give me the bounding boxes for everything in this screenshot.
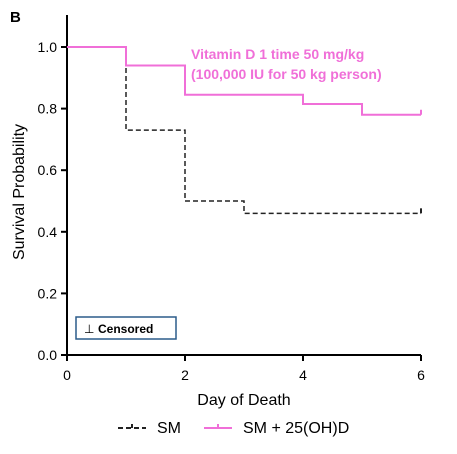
y-tick-label: 0.0 bbox=[38, 347, 58, 363]
y-tick-label: 0.2 bbox=[38, 285, 58, 301]
censored-key-box bbox=[75, 316, 177, 340]
censored-key-symbol: ⊥ bbox=[84, 322, 94, 336]
plot-series bbox=[67, 46, 422, 215]
x-tick-label: 2 bbox=[181, 367, 189, 383]
y-tick-label: 0.6 bbox=[38, 162, 58, 178]
x-tick-label: 4 bbox=[299, 367, 307, 383]
y-tick-label: 0.4 bbox=[38, 224, 58, 240]
legend-label-sm: SM bbox=[157, 420, 181, 437]
annotation-line-2: (100,000 IU for 50 kg person) bbox=[191, 66, 382, 82]
x-tick-label: 0 bbox=[63, 367, 71, 383]
x-axis-title: Day of Death bbox=[197, 392, 290, 409]
y-axis: 0.0 0.2 0.4 0.6 0.8 1.0 bbox=[38, 15, 68, 363]
panel-label: B bbox=[10, 9, 21, 26]
y-axis-title: Survival Probability bbox=[11, 124, 28, 260]
x-axis: 0 2 4 6 bbox=[63, 354, 425, 383]
annotation-line-1: Vitamin D 1 time 50 mg/kg bbox=[191, 46, 364, 62]
censored-key: ⊥ Censored bbox=[75, 316, 177, 340]
y-tick-label: 0.8 bbox=[38, 101, 58, 117]
series-line-sm-25ohd bbox=[67, 46, 421, 116]
censored-key-label: Censored bbox=[98, 322, 153, 336]
legend-label-sm-25ohd: SM + 25(OH)D bbox=[243, 420, 349, 437]
x-tick-label: 6 bbox=[417, 367, 425, 383]
y-tick-label: 1.0 bbox=[38, 39, 58, 55]
legend: SM SM + 25(OH)D bbox=[118, 420, 349, 437]
